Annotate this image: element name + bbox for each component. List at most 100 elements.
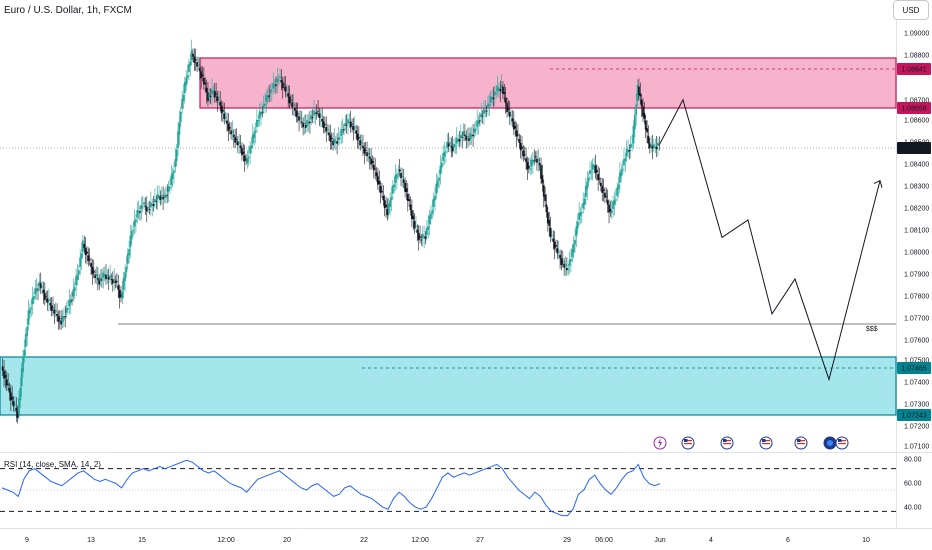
- candle-body: [416, 229, 419, 234]
- time-axis[interactable]: 9 13 15 12:00 20 22 12:00 27 29 06:00 Jun 4 6 10: [25, 537, 870, 544]
- candle-body: [75, 276, 77, 286]
- candle-body: [329, 135, 332, 142]
- candle-body: [412, 215, 415, 220]
- candle-body: [514, 125, 517, 129]
- candle-body: [351, 123, 353, 125]
- candle-body: [222, 109, 224, 112]
- lightning-event-icon[interactable]: [653, 436, 667, 450]
- current-price-tag-bg: [897, 142, 931, 154]
- candle-body: [212, 91, 215, 93]
- candle-body: [330, 138, 333, 139]
- price-tick-label: 1.08100: [904, 228, 929, 235]
- projection-arrowhead: [873, 179, 883, 188]
- us-flag-event-icon[interactable]: [759, 436, 773, 450]
- candle-body: [374, 168, 377, 170]
- candle-body: [585, 185, 587, 198]
- candle-body: [618, 172, 621, 183]
- candle-body: [243, 155, 246, 162]
- candle-body: [598, 178, 601, 180]
- candle-body: [651, 145, 654, 149]
- candle-body: [496, 86, 499, 92]
- candle-body: [81, 240, 84, 252]
- candle-body: [22, 357, 24, 372]
- candle-body: [434, 195, 436, 201]
- candle-body: [401, 176, 404, 177]
- demand-lower-price-tag: 1.07243: [901, 413, 926, 420]
- candle-body: [310, 115, 313, 120]
- candle-body: [621, 168, 624, 170]
- rsi-layer: [0, 459, 896, 517]
- flag-canton: [838, 439, 842, 442]
- candle-body: [266, 95, 269, 99]
- us-flag-event-icon[interactable]: [835, 436, 849, 450]
- candle-body: [181, 99, 184, 109]
- flag-canton: [797, 439, 801, 442]
- candle-body: [385, 204, 387, 208]
- price-tick-label: 1.07700: [904, 316, 929, 323]
- current-price-tag: 1.08475: [901, 146, 926, 153]
- candle-body: [417, 233, 420, 240]
- candle-body: [49, 302, 52, 306]
- rsi-pane[interactable]: [0, 453, 896, 528]
- candle-body: [92, 270, 95, 273]
- candle-body: [449, 142, 451, 145]
- candle-body: [563, 263, 566, 268]
- candle-body: [559, 254, 561, 259]
- candle-body: [549, 227, 552, 237]
- candle-body: [27, 310, 30, 325]
- candle-body: [635, 104, 638, 116]
- candle-body: [402, 179, 405, 183]
- candle-body: [415, 226, 417, 228]
- candle-body: [302, 122, 305, 128]
- candle-body: [226, 120, 228, 124]
- candle-body: [601, 186, 604, 193]
- us-flag-event-icon[interactable]: [681, 436, 695, 450]
- dot-event-icon[interactable]: [823, 436, 837, 450]
- candle-body: [291, 102, 294, 107]
- candle-body: [185, 77, 188, 86]
- candle-body: [319, 115, 322, 117]
- rsi-axis[interactable]: 80.00 60.00 40.00: [904, 457, 922, 512]
- candle-body: [283, 84, 285, 86]
- us-flag-event-icon[interactable]: [720, 436, 734, 450]
- flag-stripe: [723, 440, 731, 442]
- candle-body: [317, 110, 319, 112]
- rsi-indicator-label[interactable]: RSI (14, close, SMA, 14, 2): [4, 460, 101, 469]
- candle-body: [246, 158, 249, 164]
- candle-body: [109, 275, 111, 278]
- candle-body: [224, 117, 227, 118]
- flag-stripe: [762, 440, 770, 442]
- candle-body: [629, 143, 632, 148]
- candle-body: [345, 124, 348, 126]
- candle-body: [383, 200, 386, 209]
- supply-lower-price-tag-bg: [897, 102, 931, 114]
- candle-body: [468, 138, 470, 141]
- candle-body: [483, 108, 485, 114]
- price-tick-label: 1.08000: [904, 250, 929, 257]
- supply-upper-price-tag: 1.08841: [901, 67, 926, 74]
- candle-body: [647, 135, 650, 144]
- candle-body: [565, 268, 568, 271]
- time-tick-label: 6: [786, 537, 790, 544]
- candle-body: [76, 274, 79, 281]
- candle-body: [404, 182, 406, 192]
- candle-body: [493, 91, 496, 96]
- candle-body: [605, 195, 608, 197]
- candle-body: [143, 202, 145, 205]
- candle-body: [579, 212, 582, 217]
- candle-body: [101, 279, 103, 281]
- candle-body: [540, 165, 542, 179]
- candle-body: [424, 236, 427, 239]
- candle-body: [648, 143, 651, 149]
- candle-body: [12, 401, 15, 407]
- price-axis[interactable]: 1.090001.088001.087001.086001.085001.084…: [904, 31, 929, 451]
- currency-button[interactable]: USD: [893, 0, 929, 20]
- candle-body: [273, 84, 276, 87]
- candle-body: [260, 111, 262, 116]
- us-flag-event-icon[interactable]: [794, 436, 808, 450]
- candle-body: [591, 164, 594, 170]
- candle-body: [213, 91, 216, 98]
- events-layer[interactable]: [653, 436, 849, 450]
- price-tags-layer: 1.08841 1.08658 1.08475 1.07465 1.07243: [897, 63, 931, 421]
